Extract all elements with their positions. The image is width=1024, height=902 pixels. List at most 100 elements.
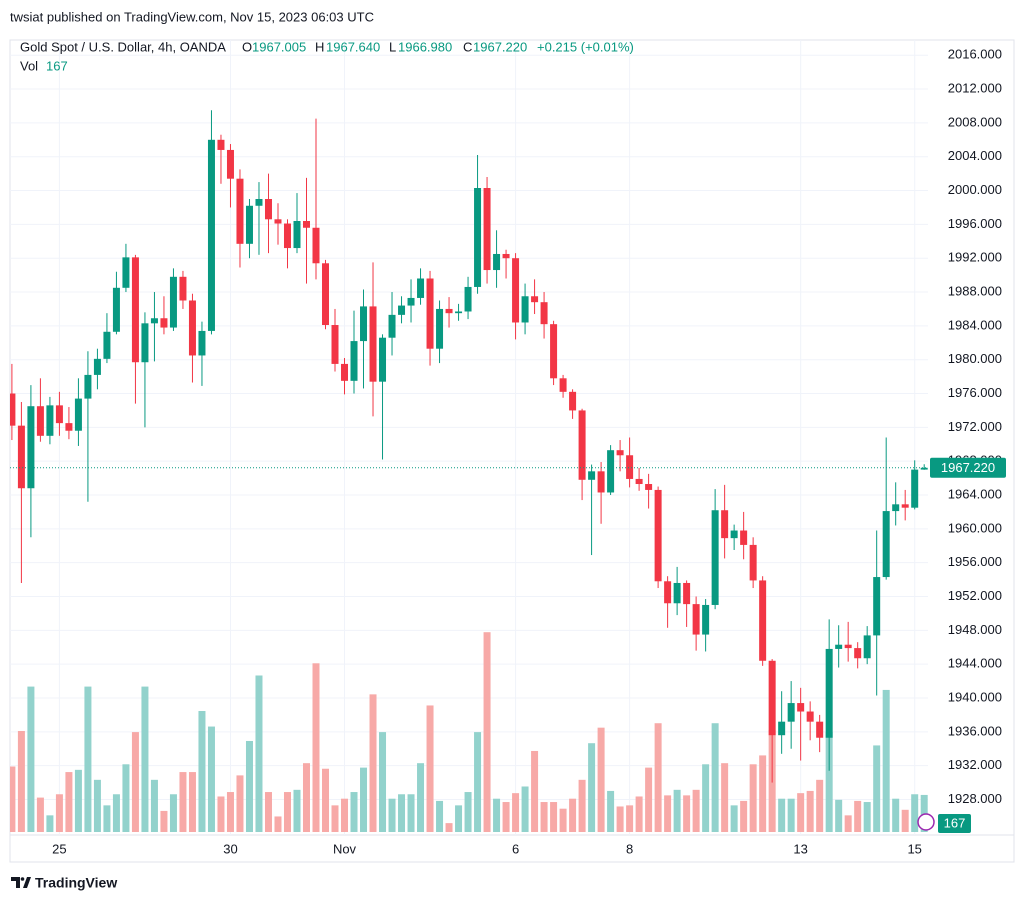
legend-open: 1967.005	[252, 39, 306, 54]
volume-legend-value: 167	[46, 58, 68, 73]
volume-bar	[797, 793, 805, 832]
volume-bar	[464, 792, 472, 832]
candle-body	[835, 644, 843, 649]
volume-bar	[198, 711, 206, 832]
y-tick-label: 1948.000	[948, 622, 1002, 637]
candle-body	[36, 406, 44, 436]
candle-body	[27, 406, 35, 489]
candle-body	[626, 455, 634, 479]
y-tick-label: 1960.000	[948, 520, 1002, 535]
candle-body	[521, 296, 529, 323]
candle-body	[283, 223, 291, 249]
legend-high-label: H	[315, 39, 324, 54]
volume-label: 167	[944, 815, 966, 830]
volume-bar	[635, 796, 643, 832]
candle-body	[578, 410, 586, 480]
candle-body	[131, 257, 139, 363]
candle-body	[10, 393, 16, 426]
volume-bar	[74, 769, 82, 832]
volume-bar	[179, 772, 187, 832]
volume-bar	[521, 786, 529, 832]
y-tick-label: 2000.000	[948, 182, 1002, 197]
candle-body	[141, 323, 149, 363]
volume-bar	[759, 755, 767, 832]
volume-bar	[512, 793, 520, 832]
publisher-avatar	[917, 813, 935, 831]
volume-bar	[445, 823, 453, 832]
y-tick-label: 2004.000	[948, 148, 1002, 163]
volume-bar	[502, 802, 510, 832]
candle-body	[654, 489, 662, 582]
candle-body	[188, 300, 196, 356]
candle-body	[245, 205, 253, 244]
candle-body	[816, 721, 824, 738]
volume-bar	[341, 798, 349, 832]
candle-body	[236, 178, 244, 244]
candle-layer	[10, 110, 928, 783]
volume-bar	[436, 800, 444, 832]
volume-bar	[150, 779, 158, 832]
candle-body	[179, 276, 187, 301]
volume-bar	[892, 798, 900, 832]
volume-bar	[645, 767, 653, 832]
candle-body	[730, 530, 738, 539]
candle-body	[797, 703, 805, 712]
x-tick-label: 15	[907, 841, 921, 856]
tradingview-logo	[11, 877, 31, 888]
candle-body	[493, 253, 501, 271]
candle-body	[93, 358, 101, 375]
candle-body	[692, 604, 700, 635]
candle-body	[920, 467, 928, 470]
y-tick-label: 1940.000	[948, 689, 1002, 704]
candle-body	[901, 504, 909, 508]
candle-body	[550, 324, 558, 379]
volume-bar	[854, 800, 862, 832]
candle-body	[360, 306, 368, 342]
volume-bar	[274, 816, 282, 832]
volume-bar	[569, 798, 577, 832]
legend-change: +0.215 (+0.01%)	[537, 39, 634, 54]
volume-bar	[692, 789, 700, 832]
candle-body	[122, 257, 130, 288]
volume-bar	[141, 686, 149, 832]
volume-bar	[236, 775, 244, 832]
candle-body	[407, 297, 415, 306]
volume-bar	[255, 675, 263, 832]
y-tick-label: 1984.000	[948, 317, 1002, 332]
y-tick-label: 1988.000	[948, 283, 1002, 298]
candle-body	[588, 471, 596, 480]
candle-body	[350, 341, 358, 381]
candle-body	[882, 511, 890, 578]
y-tick-label: 1980.000	[948, 351, 1002, 366]
volume-bar	[112, 794, 120, 832]
volume-legend-label: Vol	[20, 58, 38, 73]
candle-body	[683, 582, 691, 605]
candle-body	[198, 330, 206, 356]
volume-bar	[730, 805, 738, 832]
candle-body	[749, 544, 757, 581]
volume-bar	[46, 815, 54, 832]
candle-body	[160, 318, 168, 328]
legend-low: 1966.980	[398, 39, 452, 54]
candle-body	[863, 635, 871, 659]
candle-body	[787, 703, 795, 722]
volume-bar	[455, 805, 463, 832]
candle-body	[274, 219, 282, 224]
candle-body	[150, 318, 158, 324]
volume-bar	[483, 632, 491, 832]
y-tick-label: 1952.000	[948, 588, 1002, 603]
volume-bar	[806, 790, 814, 832]
y-tick-label: 1992.000	[948, 250, 1002, 265]
candle-body	[226, 149, 234, 179]
volume-bar	[664, 795, 672, 832]
brand-name: TradingView	[35, 875, 117, 891]
volume-bar	[65, 772, 73, 832]
volume-bar	[683, 795, 691, 832]
volume-bar	[369, 694, 377, 832]
candle-body	[17, 425, 25, 489]
candle-body	[483, 188, 491, 271]
volume-bar	[188, 772, 196, 832]
candle-body	[388, 314, 396, 338]
